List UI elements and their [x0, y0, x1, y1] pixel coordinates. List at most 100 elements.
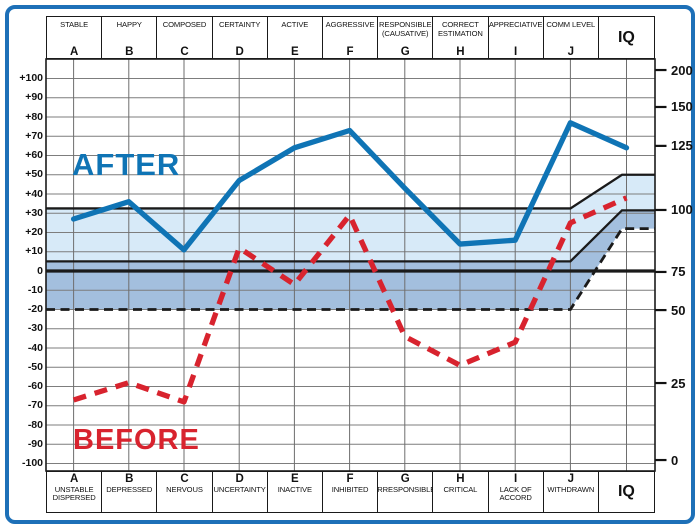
trait-negative-label: UNSTABLE DISPERSED [52, 484, 96, 503]
column-footer-b: B DEPRESSED [102, 472, 158, 512]
trait-negative-label: LACK OF ACCORD [499, 484, 532, 503]
left-axis-tick-label: +20 [25, 226, 43, 238]
left-axis-tick-label: -10 [27, 283, 43, 296]
column-footer-d: D UNCERTAINTY [213, 472, 268, 512]
column-letter: G [400, 473, 410, 485]
zone-light-band [46, 174, 655, 262]
column-header-iq: IQ [599, 17, 654, 58]
trait-positive-label: CERTAINTY [218, 20, 261, 29]
left-axis-tick-label: +50 [25, 168, 43, 181]
left-axis-tick-label: +80 [25, 110, 43, 123]
column-letter: C [180, 46, 189, 58]
column-letter: B [125, 46, 134, 58]
column-footer-h: H CRITICAL [433, 472, 489, 512]
right-axis-tick-label: 25 [671, 375, 686, 391]
zone-top-line [46, 173, 655, 210]
column-letter: I [513, 473, 518, 485]
column-letter: E [291, 46, 299, 58]
right-axis-tick-label: 50 [671, 302, 686, 318]
trait-negative-label: IRRESPONSIBLE [378, 484, 434, 494]
left-axis-tick-label: +90 [25, 91, 43, 104]
left-axis-tick-label: -100 [21, 457, 43, 469]
column-letter: IQ [617, 28, 635, 46]
left-axis-tick-label: -40 [27, 341, 43, 354]
right-axis-tick-label: 0 [671, 452, 679, 468]
trait-positive-label: STABLE [60, 20, 89, 29]
left-axis-tick-label: -20 [27, 303, 43, 315]
trait-positive-label: RESPONSIBLE (CAUSATIVE) [378, 20, 432, 38]
right-axis-tick-label: 125 [671, 138, 693, 154]
column-letter: IQ [617, 483, 635, 500]
trait-positive-label: APPRECIATIVE [488, 20, 543, 29]
column-letter: A [69, 46, 79, 58]
left-axis-tick-label: 0 [37, 264, 43, 277]
column-letter: J [567, 46, 574, 58]
column-header-e: ACTIVE E [268, 17, 323, 58]
zone-dark-band [46, 210, 655, 310]
trait-negative-label: UNCERTAINTY [213, 484, 266, 494]
trait-negative-label: NERVOUS [166, 484, 203, 494]
right-axis-tick-label: 200 [671, 62, 693, 78]
left-axis-tick-label: +10 [25, 245, 43, 258]
trait-negative-label: INHIBITED [331, 484, 369, 494]
trait-positive-label: AGGRESSIVE [325, 20, 375, 29]
column-footer-i: I LACK OF ACCORD [489, 472, 544, 512]
trait-positive-label: COMM LEVEL [546, 20, 596, 29]
left-axis-tick-label: +30 [25, 206, 43, 219]
zone-dashed-line [46, 227, 655, 311]
left-axis-tick-label: +70 [25, 129, 43, 142]
column-letter: D [235, 473, 244, 485]
column-letter: F [346, 473, 354, 485]
column-header-g: RESPONSIBLE (CAUSATIVE) G [378, 17, 434, 58]
column-header-d: CERTAINTY D [213, 17, 268, 58]
column-letter: H [456, 46, 465, 58]
column-footer-c: C NERVOUS [157, 472, 213, 512]
left-axis-tick-label: +100 [19, 72, 43, 84]
trait-positive-label: COMPOSED [162, 20, 207, 29]
header-row: STABLE A HAPPY B COMPOSED C CERTAINTY D ACTIVE E A… [46, 16, 655, 59]
left-axis-tick-label: -30 [27, 322, 43, 335]
column-header-f: AGGRESSIVE F [323, 17, 379, 58]
after-line [70, 120, 630, 253]
left-axis-tick-label: -80 [27, 418, 43, 431]
column-header-j: COMM LEVEL J [544, 17, 599, 58]
right-axis-tick-label: 100 [671, 202, 693, 218]
column-letter: C [180, 473, 189, 485]
column-letter: F [346, 46, 354, 58]
column-letter: I [513, 46, 518, 58]
trait-positive-label: HAPPY [116, 20, 142, 29]
left-axis-tick-label: -90 [27, 437, 43, 450]
left-axis-tick-label: -70 [27, 399, 43, 412]
right-axis-tick-label: 75 [671, 264, 686, 280]
trait-positive-label: ACTIVE [281, 20, 309, 29]
column-letter: G [400, 46, 410, 58]
left-axis-tick-label: -50 [27, 360, 43, 373]
column-letter: D [235, 46, 244, 58]
left-axis-tick-label: -60 [27, 380, 43, 392]
before-annotation: BEFORE [73, 424, 200, 456]
before-line [72, 195, 628, 405]
column-footer-f: F INHIBITED [323, 472, 379, 512]
trait-positive-label: CORRECT ESTIMATION [437, 20, 483, 38]
column-letter: J [567, 473, 574, 485]
column-letter: A [69, 473, 79, 485]
column-header-c: COMPOSED C [157, 17, 213, 58]
trait-negative-label: DEPRESSED [106, 484, 153, 494]
column-header-h: CORRECT ESTIMATION H [433, 17, 489, 58]
left-axis-tick-label: +40 [25, 187, 43, 200]
column-footer-iq: IQ [599, 472, 654, 512]
after-annotation: AFTER [72, 147, 181, 182]
column-footer-a: A UNSTABLE DISPERSED [47, 472, 103, 512]
column-footer-g: G IRRESPONSIBLE [378, 472, 434, 512]
column-header-a: STABLE A [47, 17, 103, 58]
zone-mid-line [46, 209, 655, 263]
trait-negative-label: CRITICAL [443, 484, 478, 494]
column-footer-j: J WITHDRAWN [544, 472, 599, 512]
right-axis-tick-marks [655, 68, 667, 462]
left-axis-tick-label: +60 [25, 149, 43, 161]
column-header-i: APPRECIATIVE I [489, 17, 544, 58]
column-letter: E [291, 473, 299, 485]
column-letter: B [125, 473, 134, 485]
